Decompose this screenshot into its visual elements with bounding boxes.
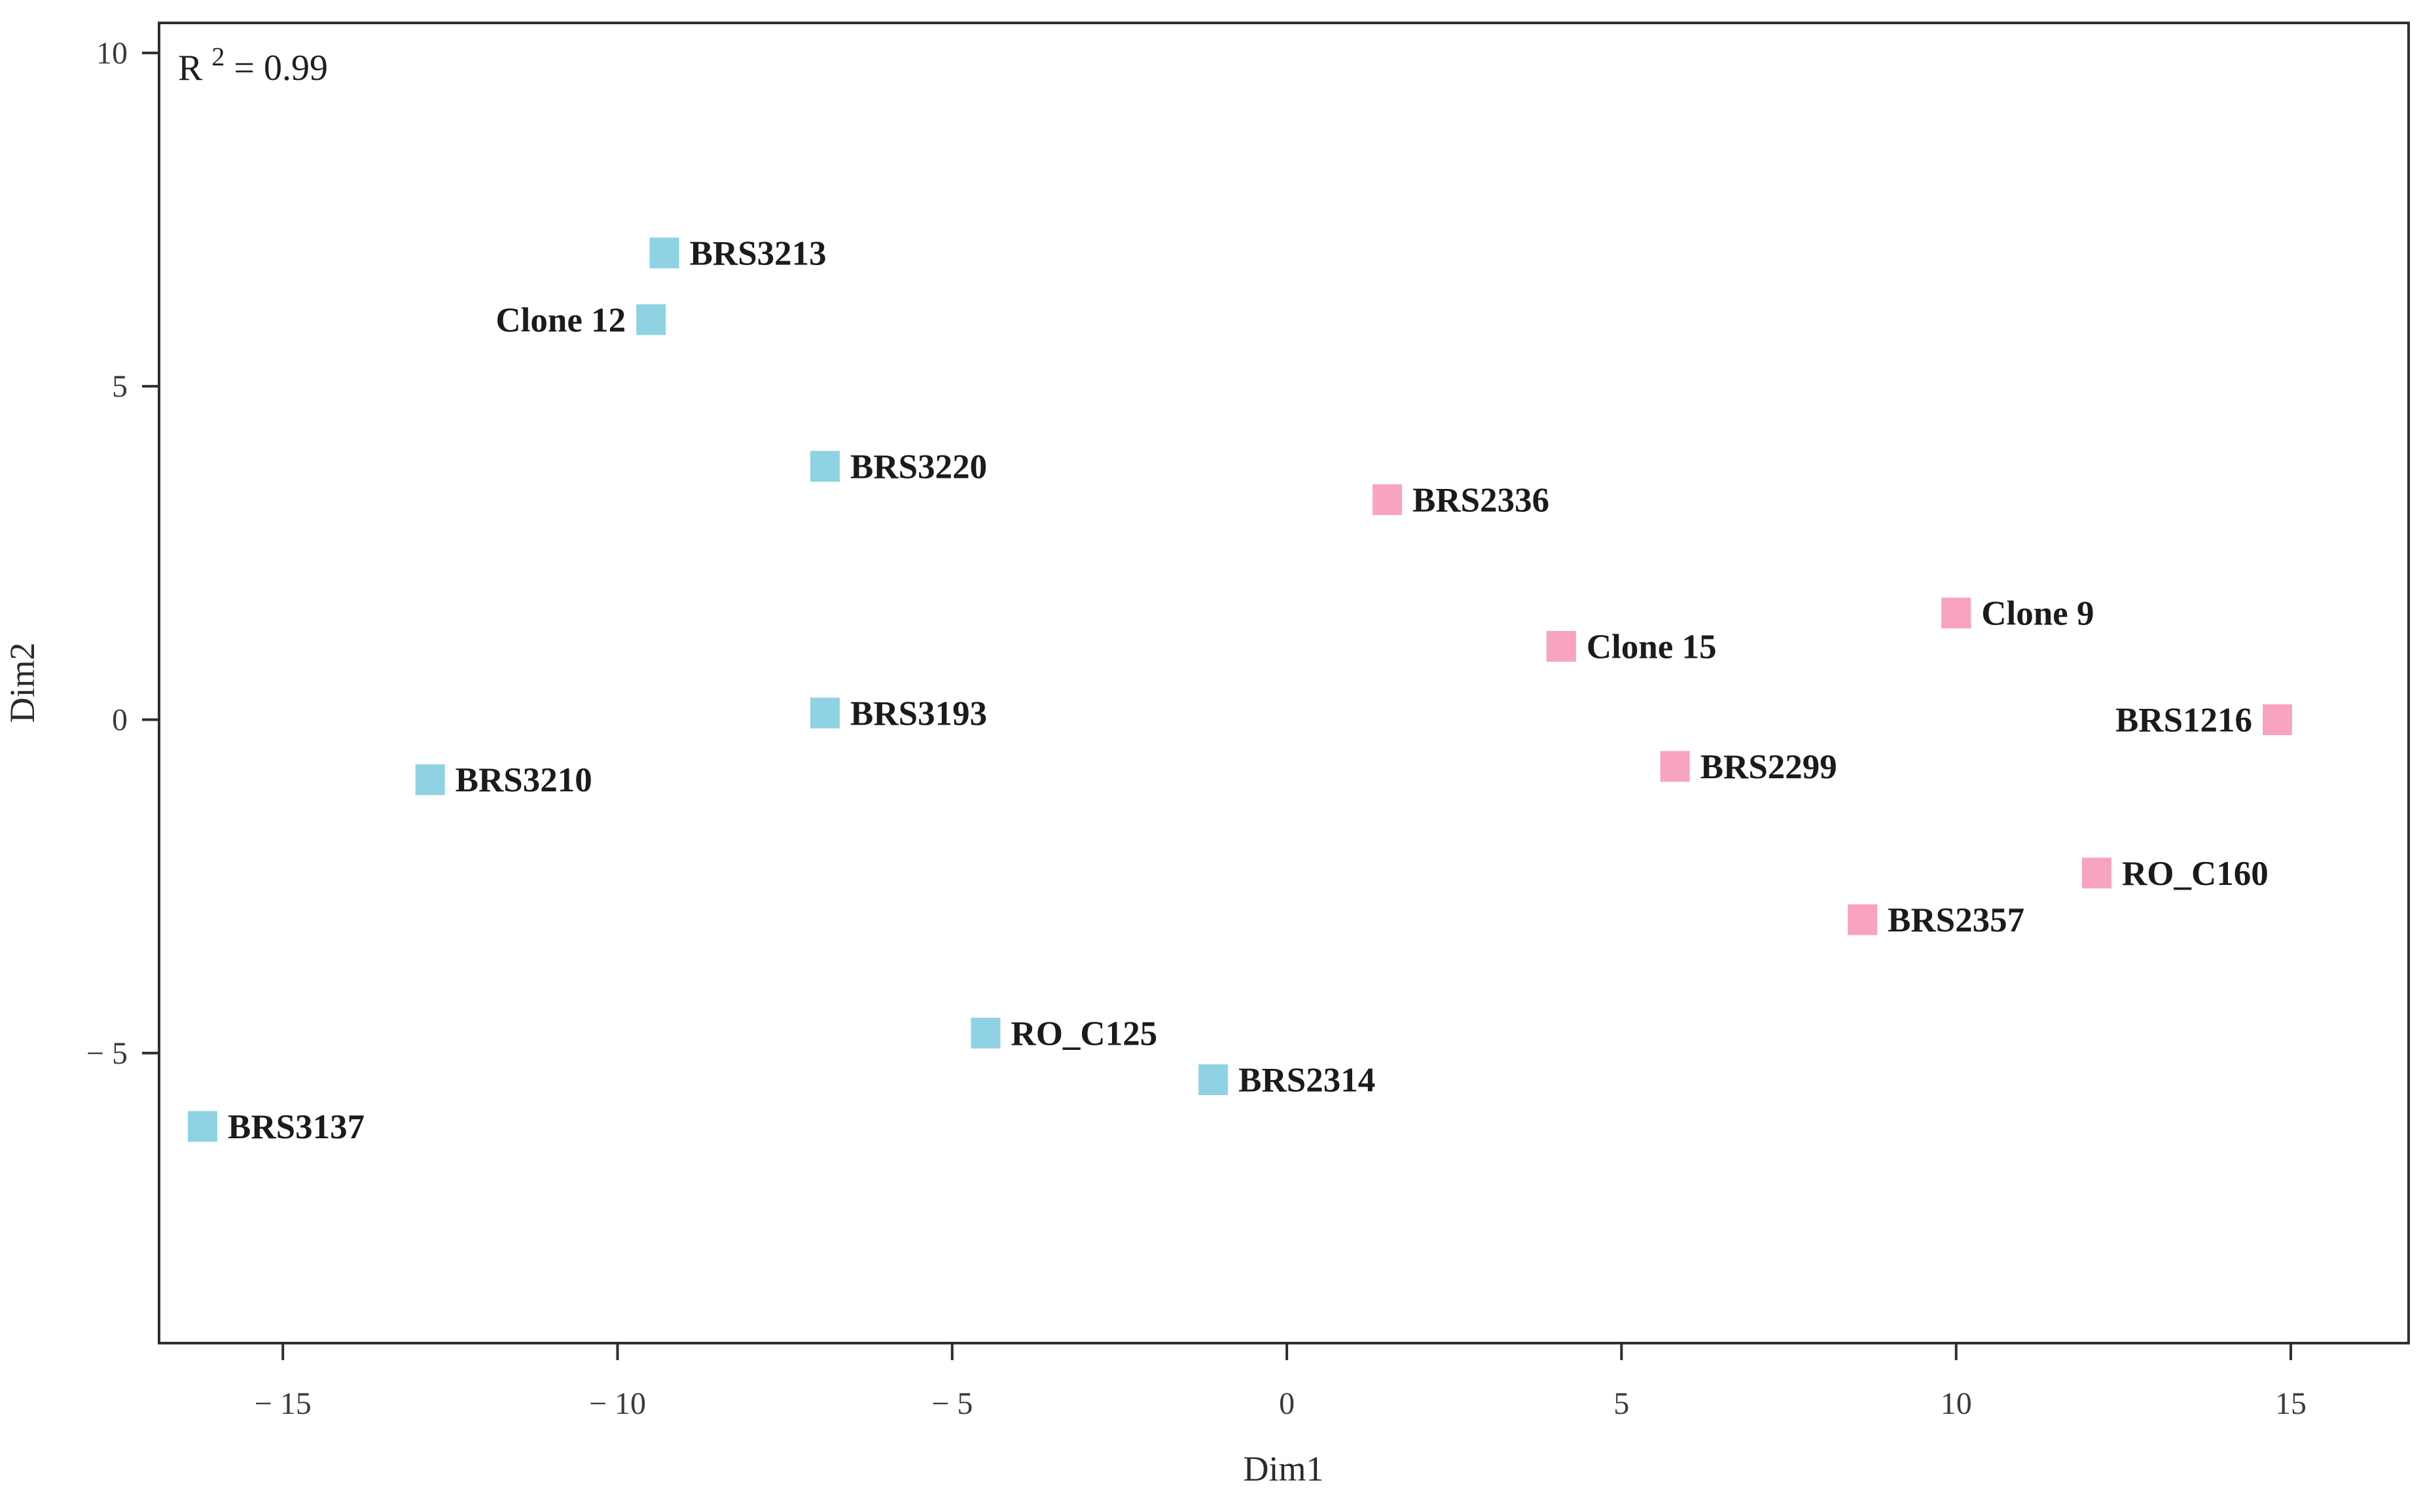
- data-point-label: Clone 9: [1981, 595, 2094, 633]
- data-point-label: BRS3193: [850, 694, 987, 732]
- data-point-marker: [1546, 630, 1576, 662]
- data-point-marker: [1848, 904, 1878, 935]
- r-squared-annotation: R 2 = 0.99: [178, 33, 328, 88]
- y-tick-label: − 5: [86, 1036, 128, 1071]
- x-axis-ticks: − 15 − 10 − 5 0 5 10 15: [255, 1343, 2306, 1421]
- data-point-marker: [1941, 598, 1971, 629]
- y-tick-label: 10: [96, 36, 128, 71]
- data-point-marker: [415, 764, 445, 795]
- r-squared-value: = 0.99: [234, 48, 328, 88]
- x-tick-label: − 10: [589, 1386, 646, 1421]
- data-point-label: RO_C160: [2122, 855, 2269, 893]
- data-point-label: BRS1216: [2115, 702, 2252, 740]
- r-squared-base: R: [178, 48, 203, 88]
- data-point-marker: [2263, 704, 2293, 736]
- data-point-marker: [1372, 484, 1402, 515]
- data-point-marker: [187, 1111, 217, 1142]
- x-tick-label: 15: [2275, 1386, 2306, 1421]
- y-axis-title: Dim2: [3, 642, 42, 723]
- data-point-label: BRS2314: [1238, 1062, 1375, 1100]
- data-point-label: BRS2336: [1412, 481, 1549, 519]
- data-point-label: BRS2299: [1700, 748, 1837, 786]
- data-point-label: BRS3210: [456, 761, 592, 799]
- data-point-label: BRS3213: [690, 234, 827, 272]
- plot-border: [158, 22, 2410, 1344]
- x-tick-label: 0: [1279, 1386, 1295, 1421]
- data-point-marker: [810, 450, 840, 482]
- data-point-label: BRS3220: [850, 448, 987, 486]
- y-axis-ticks: − 5 0 5 10: [86, 36, 159, 1071]
- data-point-marker: [971, 1017, 1001, 1049]
- data-point-label: BRS2357: [1888, 901, 2024, 939]
- data-point-marker: [1198, 1064, 1229, 1096]
- data-point-marker: [1660, 751, 1690, 782]
- x-axis-title: Dim1: [1243, 1449, 1323, 1488]
- y-tick-label: 5: [112, 369, 128, 404]
- data-point-label: BRS3137: [228, 1108, 365, 1146]
- x-tick-label: 10: [1941, 1386, 1972, 1421]
- data-point-label: RO_C125: [1011, 1015, 1157, 1053]
- data-points: BRS3213 Clone 12 BRS3220 BRS3193 BRS3210 RO_C…: [187, 234, 2293, 1146]
- data-point-marker: [2081, 857, 2111, 889]
- data-point-label: Clone 15: [1587, 628, 1717, 666]
- data-point-label: Clone 12: [495, 301, 626, 339]
- data-point-marker: [810, 697, 840, 729]
- data-point-marker: [636, 304, 666, 335]
- data-point-marker: [649, 237, 679, 268]
- x-tick-label: − 5: [931, 1386, 973, 1421]
- x-tick-label: 5: [1613, 1386, 1629, 1421]
- y-tick-label: 0: [112, 703, 128, 738]
- r-squared-exponent: 2: [211, 42, 224, 71]
- x-tick-label: − 15: [255, 1386, 312, 1421]
